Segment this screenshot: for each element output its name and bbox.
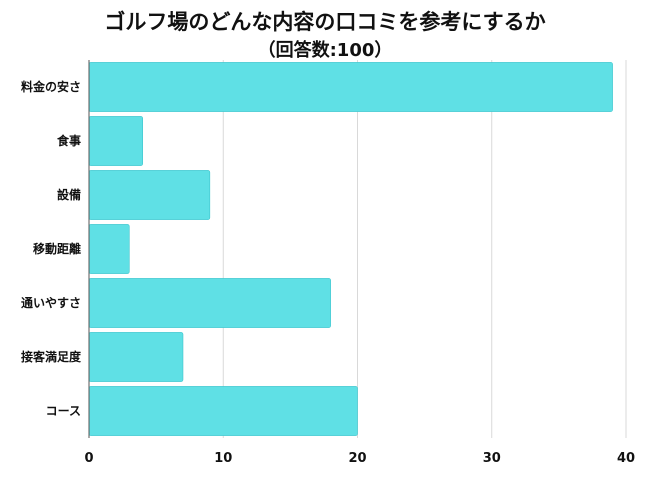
category-label: コース — [46, 404, 81, 418]
x-tick-label: 40 — [617, 451, 635, 466]
category-label: 料金の安さ — [21, 79, 81, 94]
bar — [88, 170, 211, 220]
category-label: 食事 — [56, 133, 81, 148]
x-tick-label: 30 — [483, 451, 501, 466]
x-tick-label: 0 — [84, 451, 93, 466]
bar — [88, 278, 331, 328]
bars — [88, 62, 613, 436]
category-label: 通いやすさ — [21, 295, 81, 310]
bar — [88, 386, 358, 436]
x-tick-label: 10 — [214, 451, 232, 466]
bar — [88, 116, 144, 166]
chart-title: ゴルフ場のどんな内容の口コミを参考にするか — [104, 10, 546, 34]
grid-lines — [222, 60, 627, 438]
chart-subtitle: （回答数:100） — [257, 40, 393, 61]
x-tick-label: 20 — [348, 451, 366, 466]
bar — [88, 332, 184, 382]
category-label: 移動距離 — [33, 241, 81, 256]
bar — [88, 224, 130, 274]
bar — [88, 62, 613, 112]
category-label: 設備 — [57, 187, 81, 202]
x-tick-labels: 0 10 20 30 40 — [84, 451, 635, 466]
category-label: 接客満足度 — [21, 349, 82, 364]
